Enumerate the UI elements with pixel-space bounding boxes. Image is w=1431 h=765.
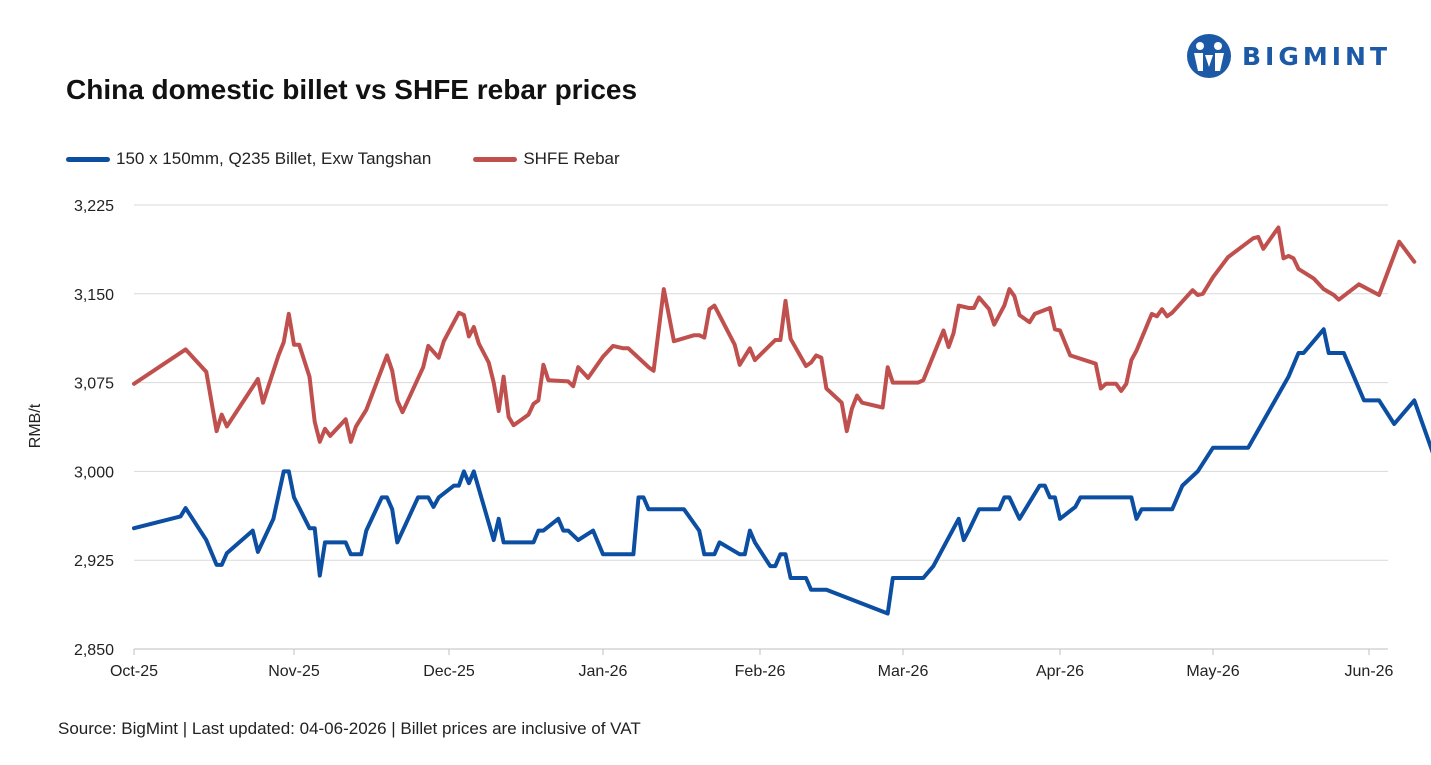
bigmint-logo-icon	[1187, 34, 1231, 78]
x-tick-label: Feb-26	[735, 663, 786, 680]
bigmint-logo: BIGMINT	[1186, 32, 1391, 80]
chart-title: China domestic billet vs SHFE rebar pric…	[66, 74, 638, 105]
x-tick-label: Jan-26	[579, 663, 628, 680]
series-line-billet	[132, 327, 1431, 616]
source-footnote: Source: BigMint | Last updated: 04-06-20…	[58, 719, 641, 738]
x-tick-label: Apr-26	[1036, 663, 1084, 680]
y-tick-label: 2,850	[74, 642, 114, 659]
bigmint-logo-text: BIGMINT	[1242, 41, 1392, 71]
x-tick-label: Oct-25	[110, 663, 158, 680]
x-tick-label: Dec-25	[423, 663, 475, 680]
legend-swatch-billet	[66, 156, 110, 162]
legend-label-billet: 150 x 150mm, Q235 Billet, Exw Tangshan	[116, 149, 432, 168]
y-tick-label: 3,150	[74, 287, 114, 304]
chart-legend: 150 x 150mm, Q235 Billet, Exw Tangshan S…	[66, 148, 662, 170]
legend-item-billet: 150 x 150mm, Q235 Billet, Exw Tangshan	[66, 149, 431, 169]
y-tick-label: 3,075	[74, 376, 114, 393]
legend-item-rebar: SHFE Rebar	[473, 149, 620, 169]
y-tick-label: 3,225	[74, 198, 114, 215]
x-tick-label: Jun-26	[1345, 663, 1394, 680]
legend-label-rebar: SHFE Rebar	[523, 149, 620, 168]
legend-swatch-rebar	[473, 156, 518, 162]
y-tick-label: 2,925	[74, 553, 114, 570]
x-tick-label: Nov-25	[268, 663, 320, 680]
y-tick-label: 3,000	[74, 464, 114, 481]
series-line-rebar	[132, 225, 1417, 444]
x-tick-label: May-26	[1186, 663, 1239, 680]
x-tick-label: Mar-26	[878, 663, 929, 680]
